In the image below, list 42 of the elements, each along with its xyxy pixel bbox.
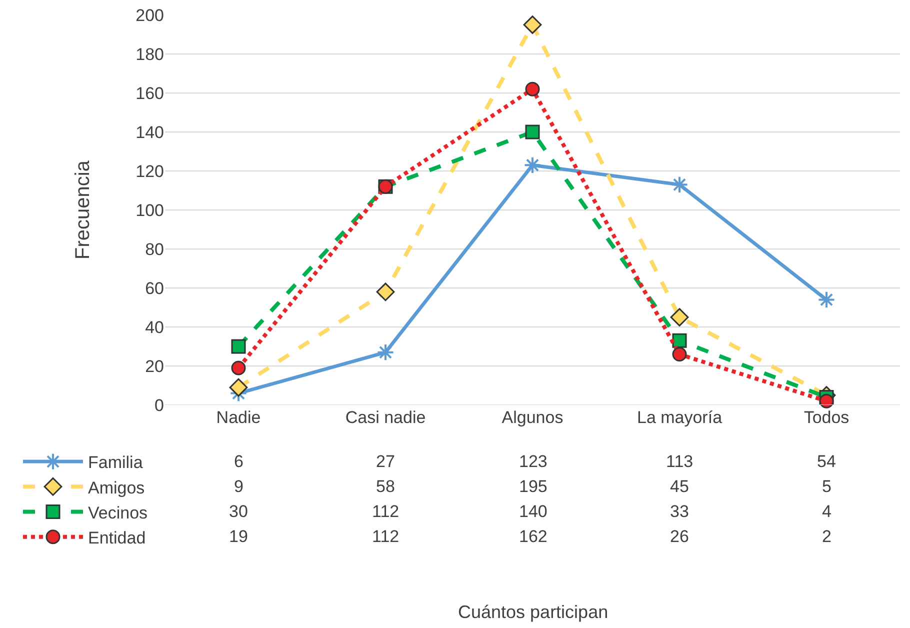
data-label: 6 xyxy=(234,452,244,471)
x-tick-label: La mayoría xyxy=(636,408,723,427)
data-label: 112 xyxy=(372,527,400,546)
y-tick-label: 160 xyxy=(136,84,164,103)
data-label: 4 xyxy=(822,502,832,521)
x-tick-label: Todos xyxy=(804,408,850,427)
data-label: 9 xyxy=(234,477,244,496)
legend-label: Amigos xyxy=(88,478,145,498)
data-label: 140 xyxy=(519,502,548,521)
data-label: 123 xyxy=(519,452,548,471)
data-label: 54 xyxy=(817,452,836,471)
data-label: 33 xyxy=(670,502,689,521)
y-tick-label: 20 xyxy=(145,356,164,376)
data-label: 26 xyxy=(670,527,689,546)
legend-label: Vecinos xyxy=(88,503,148,522)
data-label: 27 xyxy=(376,452,395,471)
y-tick-label: 40 xyxy=(145,318,164,337)
x-tick-label: Casi nadie xyxy=(345,408,426,427)
y-tick-label: 140 xyxy=(136,122,164,142)
data-label: 113 xyxy=(666,452,694,471)
y-axis-title: Frecuencia xyxy=(72,160,94,260)
y-tick-label: 180 xyxy=(136,44,164,64)
y-tick-label: 80 xyxy=(145,240,164,259)
text: Cuántos participan xyxy=(458,602,608,622)
data-label: 195 xyxy=(519,477,548,496)
legend-label: Familia xyxy=(88,453,144,472)
data-label: 112 xyxy=(372,502,400,521)
y-tick-label: 100 xyxy=(136,200,164,220)
data-label: 5 xyxy=(822,477,832,496)
data-label: 2 xyxy=(822,527,832,546)
data-label: 58 xyxy=(376,477,395,496)
x-tick-label: Algunos xyxy=(502,408,564,427)
data-label: 162 xyxy=(519,527,548,546)
y-tick-label: 0 xyxy=(154,396,164,415)
data-label: 19 xyxy=(229,527,248,546)
data-label: 30 xyxy=(229,502,248,521)
y-tick-label: 120 xyxy=(136,162,164,181)
y-tick-label: 200 xyxy=(136,6,164,25)
x-tick-label: Nadie xyxy=(216,408,261,427)
legend-label: Entidad xyxy=(88,528,146,548)
data-label: 45 xyxy=(670,477,689,496)
y-tick-label: 60 xyxy=(145,278,164,298)
